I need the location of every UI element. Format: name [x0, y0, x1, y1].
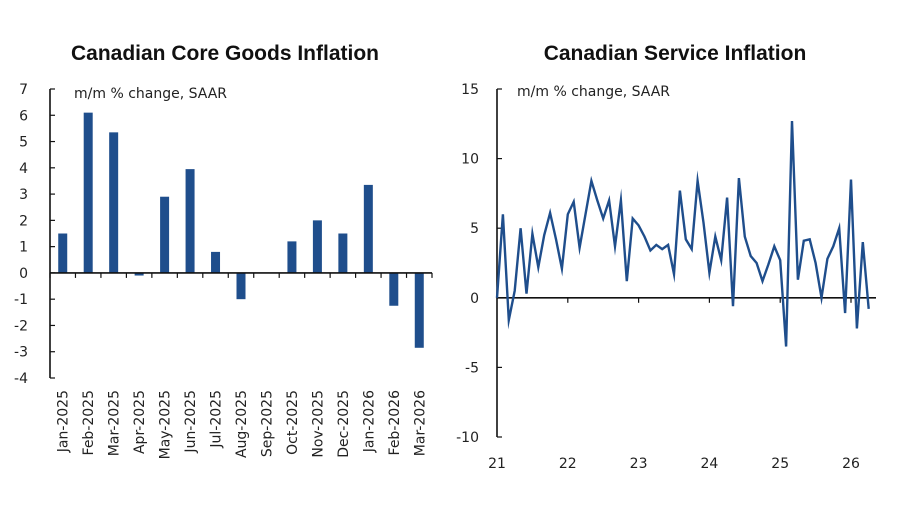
unit-label: m/m % change, SAAR — [517, 84, 670, 100]
bar — [338, 233, 348, 273]
x-tick-label: Jan-2025 — [56, 390, 72, 453]
y-tick-label: -3 — [14, 345, 28, 361]
y-tick-label: 15 — [461, 82, 479, 98]
bar — [109, 132, 119, 273]
bar — [185, 169, 195, 273]
y-tick-label: 0 — [19, 266, 28, 282]
x-tick-label: Dec-2025 — [336, 390, 352, 458]
bar — [389, 272, 399, 306]
y-tick-label: 6 — [19, 108, 28, 124]
core-goods-chart: Canadian Core Goods Inflation m/m % chan… — [14, 42, 433, 459]
chart-title: Canadian Service Inflation — [543, 42, 807, 65]
x-tick-label: 24 — [700, 456, 718, 472]
service-inflation-chart: Canadian Service Inflation m/m % change,… — [450, 0, 900, 521]
y-tick-label: 10 — [461, 152, 479, 168]
y-tick-label: 5 — [470, 221, 479, 237]
x-tick-label: 21 — [488, 456, 506, 472]
bar — [83, 112, 93, 273]
bar — [134, 272, 144, 276]
x-tick-label: Mar-2026 — [412, 390, 428, 456]
core-goods-plot: m/m % change, SAAR 7 6 5 4 3 2 1 0 -1 -2 -3 -4 Jan-2… — [14, 82, 433, 459]
unit-label: m/m % change, SAAR — [74, 86, 227, 102]
y-tick-label: 1 — [19, 240, 28, 256]
x-tick-label: Jul-2025 — [209, 390, 225, 449]
x-tick-label: 25 — [771, 456, 789, 472]
x-tick-label: 23 — [630, 456, 648, 472]
y-tick-label: -5 — [465, 360, 479, 376]
x-tick-label: 26 — [842, 456, 860, 472]
bar — [160, 196, 170, 273]
bar — [287, 241, 297, 273]
x-tick-label: Mar-2025 — [107, 390, 123, 456]
y-tick-label: 4 — [19, 161, 28, 177]
y-tick-label: 3 — [19, 187, 28, 203]
y-tick-label: 2 — [19, 213, 28, 229]
service-inflation-plot: m/m % change, SAAR 15 10 5 0 -5 -10 21 22 23 24 25… — [456, 82, 876, 472]
y-tick-label: 7 — [19, 82, 28, 98]
x-tick-label: Nov-2025 — [310, 390, 326, 458]
x-tick-label: Aug-2025 — [234, 390, 250, 458]
bar — [211, 251, 221, 273]
chart-title: Canadian Core Goods Inflation — [70, 42, 380, 65]
y-tick-label: -4 — [14, 371, 28, 387]
y-tick-label: -1 — [14, 292, 28, 308]
bar — [363, 184, 373, 273]
x-tick-label: Jun-2025 — [183, 390, 199, 454]
x-tick-label: Oct-2025 — [285, 390, 301, 455]
x-tick-label: Feb-2025 — [81, 390, 97, 455]
x-tick-label: Apr-2025 — [132, 390, 148, 454]
bar — [236, 272, 246, 300]
x-tick-label: May-2025 — [158, 390, 174, 459]
y-tick-label: -10 — [456, 430, 479, 446]
bar — [58, 233, 68, 273]
service-inflation-line — [495, 120, 870, 347]
x-tick-label: 22 — [559, 456, 577, 472]
x-tick-label: Jan-2026 — [361, 390, 377, 453]
x-tick-label: Feb-2026 — [387, 390, 403, 456]
y-tick-label: 0 — [470, 291, 479, 307]
y-tick-label: 5 — [19, 135, 28, 151]
bar — [414, 272, 424, 348]
bar — [312, 220, 322, 273]
y-tick-label: -2 — [14, 318, 28, 334]
x-tick-label: Sep-2025 — [259, 390, 275, 457]
